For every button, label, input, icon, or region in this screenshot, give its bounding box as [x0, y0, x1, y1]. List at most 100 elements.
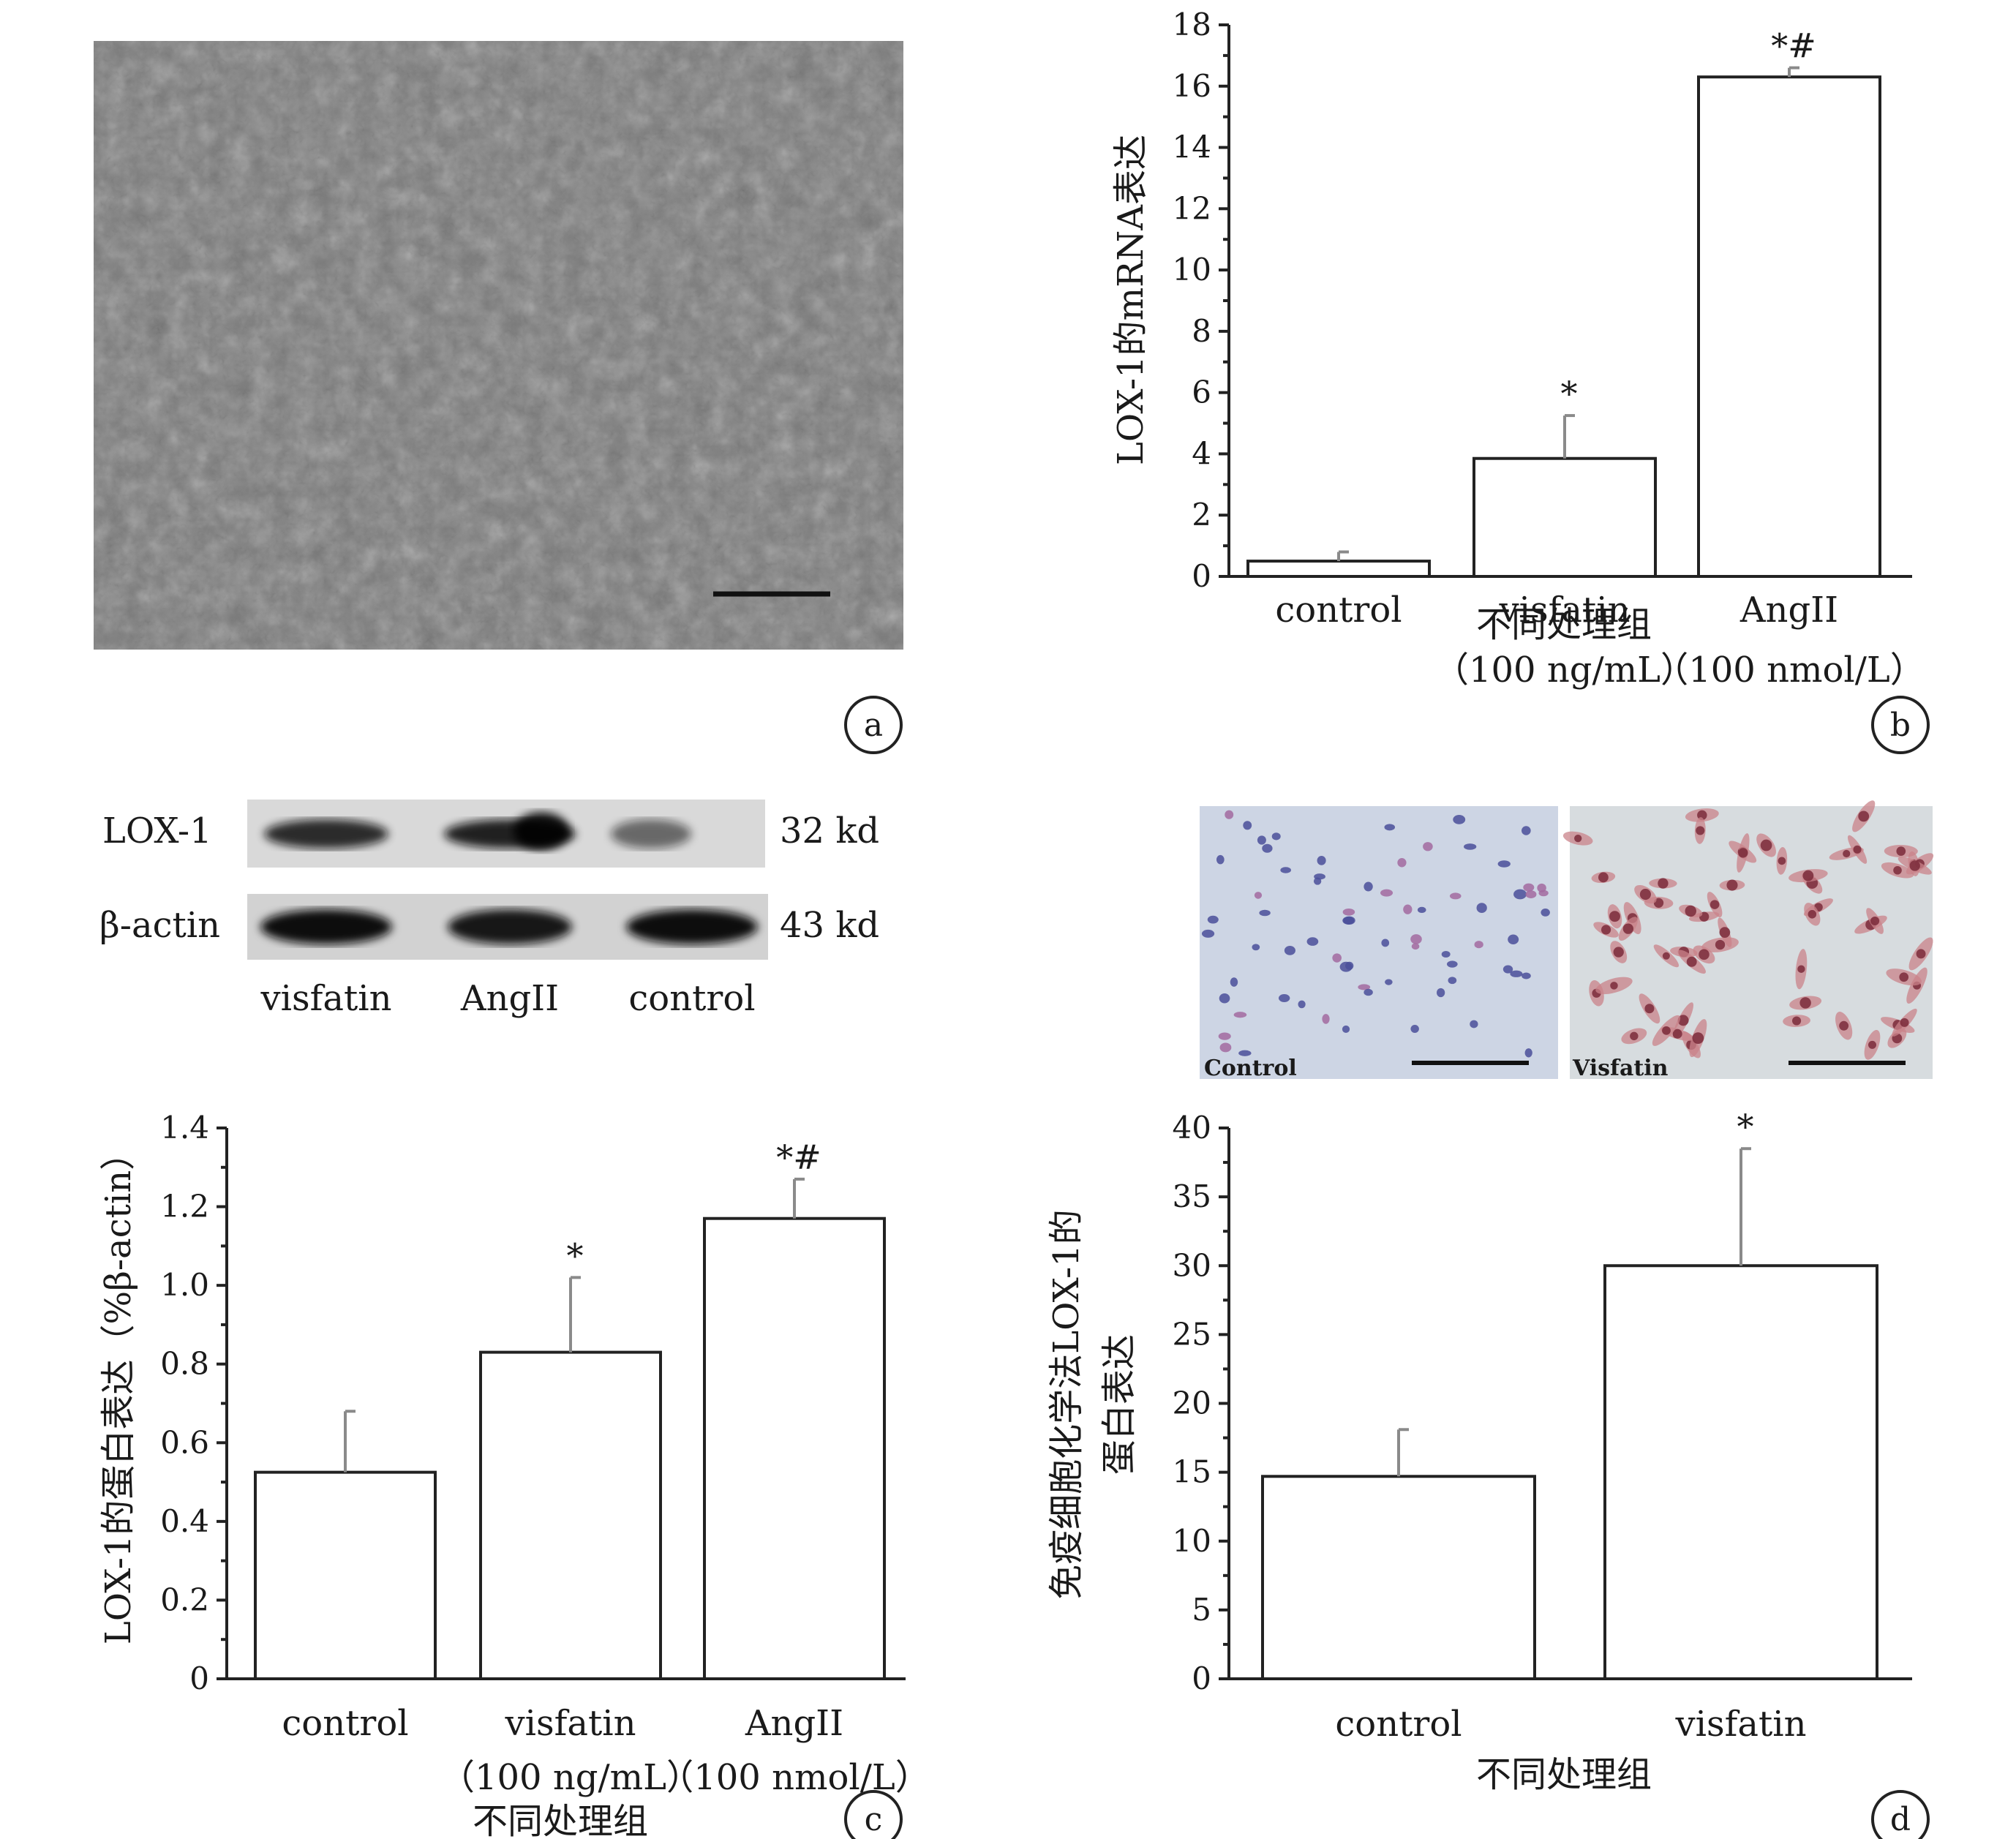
ihc-cell	[1342, 909, 1355, 916]
ihc-cell	[1464, 843, 1477, 850]
ihc-cell	[1230, 977, 1238, 987]
x-category-label: control	[1275, 590, 1402, 631]
ihc-cell	[1525, 890, 1537, 898]
ihc-cell	[1252, 944, 1260, 951]
ihc-cell-nucleus	[1858, 811, 1870, 822]
blot-lane-label-1: visfatin	[260, 978, 391, 1019]
y-tick-label: 0.6	[160, 1424, 209, 1460]
x-category-label: visfatin	[1674, 1704, 1806, 1745]
y-tick-label: 10	[1173, 1523, 1211, 1559]
ihc-cell-nucleus	[1685, 905, 1696, 917]
y-tick-label: 14	[1173, 129, 1211, 165]
y-tick-label: 15	[1173, 1454, 1211, 1490]
bar-AngII	[703, 1216, 886, 1680]
ihc-cell-nucleus	[1868, 1040, 1876, 1049]
ihc-cell	[1216, 854, 1225, 865]
y-tick-label: 30	[1173, 1247, 1211, 1283]
chart-d: 0 5 10 15 20 25 30 35 40 control * visfatin 不同处理组 免…	[1046, 1107, 1912, 1795]
ihc-cell	[1298, 1000, 1306, 1009]
ihc-cell	[1343, 916, 1355, 925]
ihc-cell	[1385, 979, 1393, 985]
ihc-cell-nucleus	[1778, 857, 1786, 865]
ihc-cell-nucleus	[1692, 1032, 1704, 1045]
y-tick-label: 18	[1173, 7, 1211, 42]
ihc-cell-nucleus	[1609, 911, 1620, 922]
ihc-control-label: Control	[1204, 1056, 1297, 1081]
ihc-cell	[1201, 929, 1215, 938]
bar-control	[254, 1470, 437, 1680]
ihc-cell-nucleus	[1699, 949, 1710, 960]
x-category-label: visfatin	[504, 1703, 636, 1744]
x-category-label: visfatin	[1498, 590, 1630, 631]
ihc-cell-nucleus	[1696, 826, 1705, 835]
blot-size-lox1: 32 kd	[780, 811, 879, 851]
chart-d-y-label: 免疫细胞化学法LOX-1的	[1046, 1209, 1087, 1600]
x-category-sublabel: （100 nmol/L）	[658, 1757, 930, 1798]
ihc-cell-nucleus	[1916, 949, 1926, 959]
blot-band	[264, 819, 388, 849]
y-tick-label: 0	[1192, 558, 1211, 594]
chart-b-y-label: LOX-1的mRNA表达	[1110, 135, 1151, 465]
panel-letter-c: c	[844, 1790, 903, 1839]
y-tick-label: 10	[1173, 252, 1211, 287]
panel-letter-c-text: c	[865, 1801, 883, 1838]
ihc-cell-nucleus	[1630, 1031, 1639, 1041]
ihc-cell	[1284, 945, 1295, 955]
blot-band	[514, 812, 569, 850]
y-tick-label: 2	[1192, 497, 1211, 533]
ihc-cell	[1207, 915, 1219, 924]
ihc-cell-nucleus	[1658, 878, 1669, 889]
ihc-cell	[1524, 1048, 1532, 1058]
ihc-cell-nucleus	[1808, 910, 1817, 919]
ihc-cell	[1410, 934, 1422, 944]
ihc-cell-nucleus	[1677, 1015, 1689, 1026]
significance-marker: *#	[776, 1137, 821, 1177]
ihc-cell	[1342, 1025, 1350, 1033]
ihc-cell-nucleus	[1672, 1028, 1682, 1039]
ihc-cell-nucleus	[1601, 925, 1611, 935]
ihc-cell	[1410, 1025, 1419, 1033]
ihc-cell-nucleus	[1843, 849, 1851, 858]
y-tick-label: 0.2	[160, 1582, 209, 1617]
ihc-cell-nucleus	[1613, 947, 1624, 958]
ihc-cell	[1446, 960, 1458, 968]
y-tick-label: 0.8	[160, 1346, 209, 1382]
ihc-visfatin-label: Visfatin	[1572, 1056, 1669, 1081]
ihc-cell	[1474, 941, 1483, 949]
ihc-cell	[1219, 1042, 1232, 1053]
blot-lane-label-2: AngII	[460, 978, 559, 1019]
panel-letter-b-text: b	[1890, 707, 1911, 744]
ihc-cell-nucleus	[1622, 923, 1633, 934]
significance-marker: *#	[1771, 26, 1816, 66]
ihc-cell	[1381, 939, 1390, 947]
y-tick-label: 16	[1173, 68, 1211, 104]
ihc-cell	[1280, 867, 1291, 873]
ihc-cell	[1317, 856, 1326, 865]
ihc-cell	[1423, 842, 1433, 851]
ihc-cell	[1271, 832, 1281, 840]
ihc-cell	[1233, 1012, 1247, 1018]
chart-d-x-label: 不同处理组	[1476, 1754, 1652, 1795]
bar-AngII	[1697, 75, 1881, 578]
y-tick-label: 5	[1192, 1592, 1211, 1628]
chart-c: 0 0.2 0.4 0.6 0.8 1.0 1.2 1.4 control * visfatin （1…	[98, 1110, 930, 1839]
bar-visfatin	[1472, 456, 1657, 578]
blot-row-label-actin: β-actin	[99, 905, 220, 946]
y-tick-label: 35	[1173, 1178, 1211, 1214]
ihc-cell	[1364, 881, 1373, 892]
ihc-cell	[1225, 810, 1234, 819]
ihc-cell-nucleus	[1853, 845, 1862, 854]
ihc-cell	[1502, 965, 1513, 974]
ihc-cell	[1411, 943, 1420, 950]
ihc-cell	[1332, 953, 1342, 963]
ihc-cell-nucleus	[1909, 860, 1920, 871]
ihc-cell-nucleus	[1738, 848, 1748, 858]
y-tick-label: 8	[1192, 313, 1211, 349]
ihc-cell-nucleus	[1896, 846, 1906, 856]
ihc-cell-nucleus	[1662, 952, 1670, 960]
ihc-cell	[1513, 889, 1527, 900]
ihc-cell	[1219, 993, 1230, 1004]
ihc-cell-nucleus	[1715, 939, 1726, 950]
bar-visfatin	[1603, 1264, 1878, 1680]
